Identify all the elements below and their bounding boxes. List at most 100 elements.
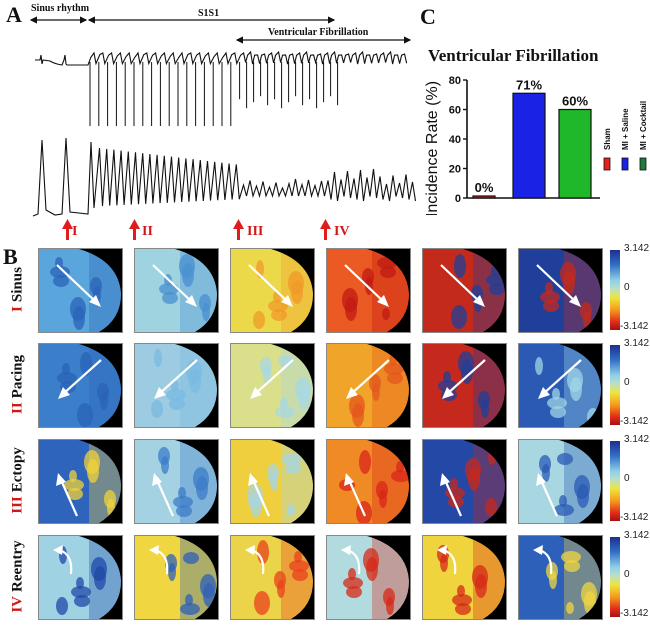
row-numeral: IV: [9, 596, 26, 613]
phase-map-pacing-2: [134, 343, 219, 428]
optical-trace: [32, 137, 417, 217]
pacing-spikes: [89, 62, 339, 126]
marker-arrow-ii: [129, 219, 140, 240]
legend-swatch: [639, 157, 647, 171]
row-label-ectopy: III Ectopy: [10, 426, 27, 536]
bar-mi-cocktail: [558, 108, 592, 199]
phase-map-sinus-3: [230, 248, 315, 333]
marker-label-iii: III: [247, 224, 264, 239]
segment-label-vf: Ventricular Fibrillation: [268, 27, 369, 38]
phase-map-pacing-1: [38, 343, 123, 428]
propagation-arrow-icon: [437, 545, 457, 575]
marker-label-ii: II: [142, 224, 153, 239]
colorbar: [610, 537, 620, 617]
propagation-arrow-icon: [152, 264, 197, 307]
y-tick-label: 20: [449, 164, 461, 176]
bar-value-label: 0%: [475, 180, 494, 195]
y-tick-label: 0: [455, 193, 461, 205]
propagation-arrow-icon: [53, 545, 73, 575]
phase-map-pacing-6: [518, 343, 603, 428]
propagation-arrow-icon: [248, 473, 271, 517]
colorbar-tick-mid: 0: [624, 569, 630, 580]
colorbar-tick-min: -3.142: [620, 321, 649, 332]
colorbar-tick-max: 3.142: [624, 434, 650, 445]
phase-map-pacing-5: [422, 343, 507, 428]
marker-arrows: [62, 219, 331, 240]
bar-sham: [472, 195, 496, 199]
propagation-arrow-icon: [341, 545, 361, 575]
propagation-arrow-icon: [248, 264, 293, 307]
propagation-arrow-icon: [442, 359, 486, 399]
row-label-reentry: IV Reentry: [10, 522, 27, 632]
phase-map-sinus-2: [134, 248, 219, 333]
propagation-arrow-icon: [536, 473, 559, 517]
legend-swatch: [621, 157, 629, 171]
phase-map-reentry-6: [518, 535, 603, 620]
propagation-arrow-icon: [56, 473, 79, 517]
phase-map-ectopy-4: [326, 439, 411, 524]
phase-map-pacing-4: [326, 343, 411, 428]
colorbar: [610, 345, 620, 425]
row-label-sinus: I Sinus: [10, 235, 27, 345]
legend-label: MI + Cocktail: [639, 101, 648, 150]
y-axis-label: Incidence Rate (%): [424, 81, 441, 215]
propagation-arrow-icon: [536, 264, 581, 307]
row-numeral: II: [9, 402, 26, 415]
propagation-arrow-icon: [440, 264, 485, 307]
panel-a-letter: A: [6, 2, 22, 27]
y-tick-label: 80: [449, 75, 461, 87]
phase-map-ectopy-3: [230, 439, 315, 524]
phase-map-reentry-1: [38, 535, 123, 620]
legend-label: Sham: [603, 128, 612, 150]
ecg-trace: [35, 50, 408, 66]
segment-label-s1s1: S1S1: [198, 8, 220, 19]
panel-c-letter: C: [420, 4, 436, 29]
colorbar-tick-max: 3.142: [624, 530, 650, 541]
row-numeral: I: [9, 306, 26, 312]
legend-label: MI + Saline: [621, 108, 630, 150]
phase-map-ectopy-1: [38, 439, 123, 524]
colorbar-tick-min: -3.142: [620, 608, 649, 619]
bar-chart: 0 20 40 60 80 Incidence Rate (%) 0% 71% 60% Sham M…: [424, 75, 648, 215]
propagation-arrow-icon: [344, 473, 367, 517]
phase-map-ectopy-6: [518, 439, 603, 524]
phase-map-sinus-1: [38, 248, 123, 333]
colorbar-tick-max: 3.142: [624, 338, 650, 349]
row-label-pacing: II Pacing: [10, 330, 27, 440]
bar-mi-saline: [512, 92, 546, 199]
phase-map-sinus-4: [326, 248, 411, 333]
propagation-arrow-icon: [154, 359, 198, 399]
y-tick-label: 60: [449, 105, 461, 117]
row-numeral: III: [9, 496, 26, 514]
colorbar-tick-mid: 0: [624, 473, 630, 484]
propagation-arrow-icon: [346, 359, 390, 399]
propagation-arrow-icon: [250, 359, 294, 399]
colorbar: [610, 250, 620, 330]
row-name: Ectopy: [9, 447, 26, 493]
marker-arrow-iv: [320, 219, 331, 240]
phase-map-reentry-5: [422, 535, 507, 620]
propagation-arrow-icon: [149, 545, 169, 575]
propagation-arrow-icon: [533, 545, 553, 575]
phase-map-ectopy-5: [422, 439, 507, 524]
colorbar-tick-max: 3.142: [624, 243, 650, 254]
colorbar-tick-min: -3.142: [620, 512, 649, 523]
propagation-arrow-icon: [344, 264, 389, 307]
propagation-arrow-icon: [440, 473, 463, 517]
colorbar-tick-mid: 0: [624, 377, 630, 388]
phase-map-reentry-4: [326, 535, 411, 620]
y-tick-label: 40: [449, 134, 461, 146]
panel-b-letter: B: [3, 244, 18, 269]
phase-map-sinus-6: [518, 248, 603, 333]
propagation-arrow-icon: [538, 359, 582, 399]
row-name: Pacing: [9, 354, 26, 399]
marker-arrow-i: [62, 219, 73, 240]
marker-label-iv: IV: [334, 224, 350, 239]
propagation-arrow-icon: [152, 473, 175, 517]
chart-title: Ventricular Fibrillation: [428, 46, 599, 65]
phase-map-reentry-3: [230, 535, 315, 620]
phase-map-sinus-5: [422, 248, 507, 333]
legend-swatch: [603, 157, 611, 171]
row-name: Reentry: [9, 540, 26, 592]
propagation-arrow-icon: [245, 545, 265, 575]
